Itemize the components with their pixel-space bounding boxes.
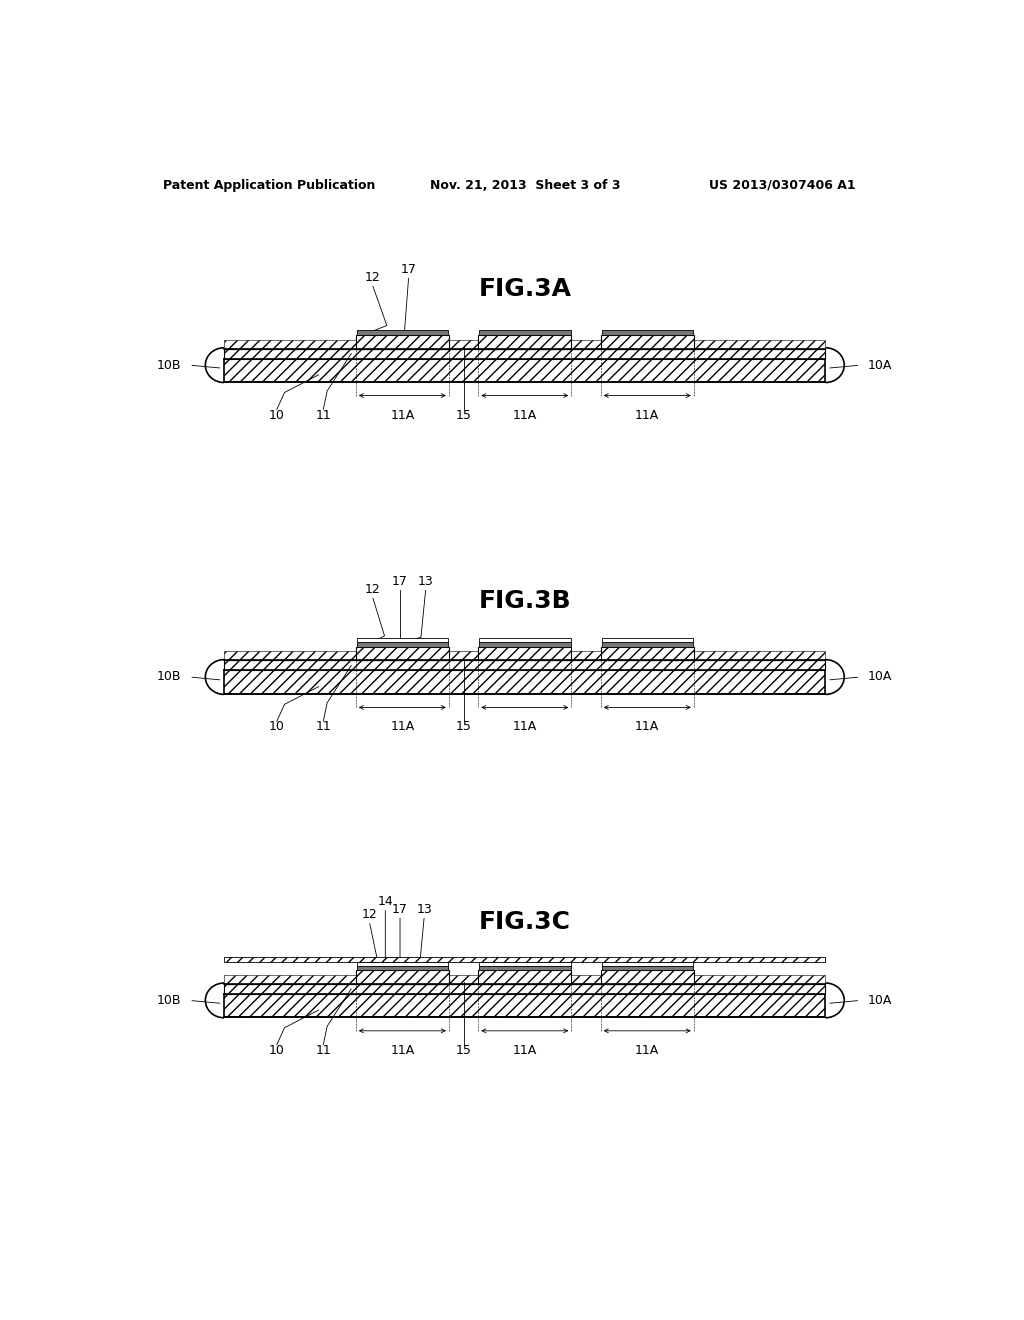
Bar [224,652,356,660]
Text: 12: 12 [361,908,378,921]
Bar [224,994,825,1016]
Bar [571,975,601,983]
Bar [479,961,570,966]
Text: Patent Application Publication: Patent Application Publication [163,178,375,191]
Bar [356,970,449,983]
Text: 10B: 10B [157,359,181,372]
Text: 11A: 11A [513,409,537,421]
Text: 10A: 10A [868,994,893,1007]
Bar [601,638,693,643]
Text: 17: 17 [392,903,408,916]
Text: FIG.3A: FIG.3A [478,277,571,301]
Bar [356,330,449,335]
Bar [601,643,693,647]
Text: 10: 10 [269,721,285,734]
Bar [601,335,693,348]
Bar [478,647,571,660]
Text: 17: 17 [392,576,408,589]
Text: 10A: 10A [868,671,893,684]
Bar [449,339,478,348]
Text: 10B: 10B [157,671,181,684]
Bar [571,339,601,348]
Text: 11A: 11A [513,1044,537,1057]
Bar [693,339,825,348]
Bar [449,975,478,983]
Text: 11A: 11A [513,721,537,734]
Bar [479,638,570,643]
Text: 11: 11 [315,721,331,734]
Bar [601,966,693,970]
Text: Nov. 21, 2013  Sheet 3 of 3: Nov. 21, 2013 Sheet 3 of 3 [430,178,621,191]
Text: 11: 11 [315,409,331,421]
Bar [224,671,825,693]
Bar [356,961,449,966]
Bar [479,966,570,970]
Bar [601,330,693,335]
Bar [601,961,693,966]
Text: 11A: 11A [390,1044,415,1057]
Text: 11A: 11A [390,721,415,734]
Bar [478,970,571,983]
Text: 12: 12 [365,271,381,284]
Text: 15: 15 [456,721,471,734]
Bar [224,348,825,359]
Text: 11: 11 [315,1044,331,1057]
Text: 13: 13 [418,576,433,589]
Bar [224,957,825,961]
Bar [601,970,693,983]
Bar [224,983,825,994]
Bar [224,660,825,671]
Bar [449,652,478,660]
Bar [356,647,449,660]
Text: FIG.3B: FIG.3B [478,589,571,614]
Text: 11A: 11A [635,721,659,734]
Bar [356,638,449,643]
Text: 10B: 10B [157,994,181,1007]
Bar [224,359,825,381]
Bar [601,647,693,660]
Bar [224,339,356,348]
Bar [479,330,570,335]
Text: 15: 15 [456,409,471,421]
Bar [479,643,570,647]
Text: 10: 10 [269,409,285,421]
Bar [356,335,449,348]
Text: 11A: 11A [390,409,415,421]
Text: 15: 15 [456,1044,471,1057]
Text: 14: 14 [378,895,393,908]
Bar [571,652,601,660]
Text: 10: 10 [269,1044,285,1057]
Bar [356,643,449,647]
Text: FIG.3C: FIG.3C [479,911,570,935]
Bar [356,966,449,970]
Text: 11A: 11A [635,409,659,421]
Bar [478,335,571,348]
Text: 10A: 10A [868,359,893,372]
Bar [693,652,825,660]
Bar [224,975,356,983]
Text: 11A: 11A [635,1044,659,1057]
Bar [693,975,825,983]
Text: US 2013/0307406 A1: US 2013/0307406 A1 [710,178,856,191]
Text: 12: 12 [365,582,381,595]
Text: 17: 17 [400,263,417,276]
Text: 13: 13 [416,903,432,916]
